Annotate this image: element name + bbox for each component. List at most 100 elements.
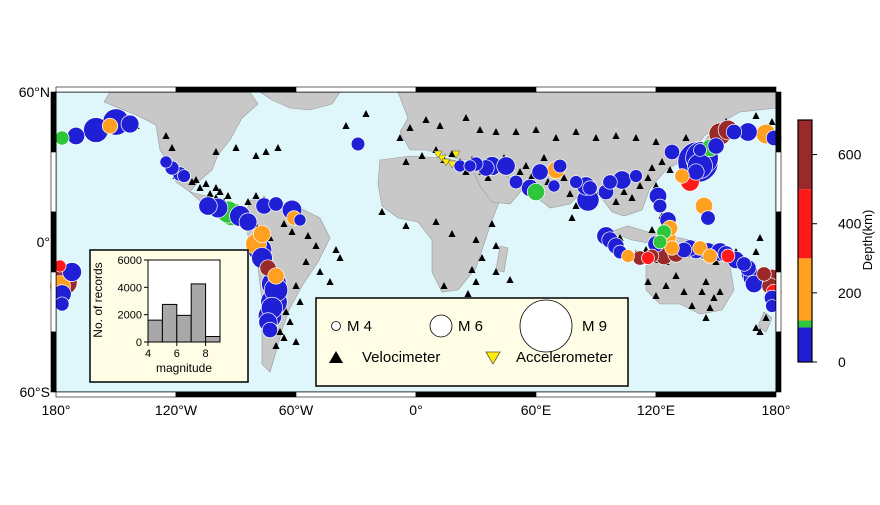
velocimeter-station bbox=[162, 132, 170, 139]
histogram-y-label: No. of records bbox=[91, 262, 105, 337]
frame-segment-top bbox=[655, 86, 777, 93]
frame-segment-bottom bbox=[55, 391, 177, 398]
colorbar-tick-label: 200 bbox=[838, 285, 862, 301]
histogram-bar bbox=[205, 336, 221, 343]
velocimeter-station bbox=[396, 134, 404, 141]
frame-segment-right bbox=[775, 271, 782, 333]
legend-accelerometer-label: Accelerometer bbox=[516, 349, 613, 366]
velocimeter-station bbox=[436, 122, 444, 129]
earthquake-event bbox=[496, 156, 516, 176]
velocimeter-station bbox=[706, 304, 714, 311]
earthquake-event bbox=[62, 262, 82, 282]
velocimeter-station bbox=[440, 282, 448, 289]
histogram-x-tick-label: 8 bbox=[203, 348, 209, 360]
colorbar-segment bbox=[798, 327, 812, 362]
accelerometer-stations bbox=[433, 150, 469, 171]
velocimeter-station bbox=[274, 144, 282, 151]
histogram-y-tick-label: 6000 bbox=[118, 255, 142, 267]
velocimeter-station bbox=[206, 190, 214, 197]
earthquake-event bbox=[101, 117, 119, 135]
lon-label-120w: 120°W bbox=[155, 402, 198, 418]
velocimeter-station bbox=[712, 258, 720, 265]
frame-segment-top bbox=[295, 86, 417, 93]
earthquake-event bbox=[66, 126, 86, 146]
velocimeter-station bbox=[168, 144, 176, 151]
legend-m9-label: M 9 bbox=[582, 318, 607, 335]
legend-velocimeter-label: Velocimeter bbox=[362, 349, 440, 366]
velocimeter-station bbox=[472, 278, 480, 285]
earthquake-event bbox=[652, 198, 668, 214]
velocimeter-station bbox=[512, 128, 520, 135]
histogram-y-tick-label: 2000 bbox=[118, 310, 142, 322]
earthquake-event bbox=[692, 240, 708, 256]
velocimeter-station bbox=[506, 276, 514, 283]
velocimeter-station bbox=[680, 288, 688, 295]
earthquake-event bbox=[664, 240, 680, 256]
histogram-x-label: magnitude bbox=[156, 361, 212, 375]
colorbar-outline bbox=[797, 119, 813, 363]
earthquake-event bbox=[582, 180, 598, 196]
velocimeter-station bbox=[522, 162, 530, 169]
lon-label-120e: 120°E bbox=[637, 402, 675, 418]
velocimeter-station bbox=[402, 158, 410, 165]
histogram-bar bbox=[190, 283, 207, 343]
velocimeter-station bbox=[752, 112, 760, 119]
velocimeter-station bbox=[304, 232, 312, 239]
earthquake-event bbox=[198, 196, 218, 216]
frame-segment-bottom bbox=[415, 391, 537, 398]
madagascar bbox=[495, 245, 509, 273]
velocimeter-station bbox=[196, 184, 204, 191]
histogram-x-tick-label: 4 bbox=[145, 348, 151, 360]
velocimeter-station bbox=[212, 148, 220, 155]
histogram-inset: 0 2000 4000 6000 4 6 8 No. of records magnitud… bbox=[89, 249, 249, 383]
colorbar-tick-label: 600 bbox=[838, 147, 862, 163]
world-map bbox=[49, 86, 783, 398]
lat-label-0: 0° bbox=[37, 234, 50, 250]
velocimeter-station bbox=[276, 328, 284, 335]
velocimeter-station bbox=[262, 148, 270, 155]
velocimeter-station bbox=[272, 342, 280, 349]
velocimeter-station bbox=[644, 174, 652, 181]
velocimeter-station bbox=[342, 122, 350, 129]
earthquake-event bbox=[508, 174, 524, 190]
frame-segment-left bbox=[50, 271, 57, 333]
velocimeter-station bbox=[422, 116, 430, 123]
velocimeter-station bbox=[568, 214, 576, 221]
velocimeter-station bbox=[540, 154, 548, 161]
earthquake-event bbox=[602, 174, 618, 190]
velocimeter-station bbox=[302, 258, 310, 265]
colorbar-ticks: 0 200 400 600 bbox=[812, 147, 862, 370]
earthquake-event bbox=[641, 251, 655, 265]
latitude-labels: 60°N 0° 60°S bbox=[19, 84, 50, 400]
velocimeter-station bbox=[532, 126, 540, 133]
velocimeter-station bbox=[252, 192, 260, 199]
velocimeter-station bbox=[628, 194, 636, 201]
velocimeter-station bbox=[362, 110, 370, 117]
legend-m4-label: M 4 bbox=[347, 318, 372, 335]
histogram-x-tick-label: 6 bbox=[174, 348, 180, 360]
velocimeter-station bbox=[288, 228, 296, 235]
earthquake-event bbox=[700, 210, 716, 226]
earthquake-event bbox=[687, 163, 705, 181]
velocimeter-station bbox=[336, 254, 344, 261]
velocimeter-triangle-icon bbox=[329, 351, 343, 363]
velocimeter-station bbox=[232, 144, 240, 151]
new-zealand bbox=[757, 311, 773, 333]
velocimeter-station bbox=[464, 290, 472, 297]
earthquake-event bbox=[120, 114, 140, 134]
velocimeter-station bbox=[216, 188, 224, 195]
earthquake-event bbox=[569, 175, 583, 189]
velocimeter-station bbox=[468, 266, 476, 273]
earthquake-event bbox=[552, 158, 568, 174]
histogram-y-tick-label: 0 bbox=[136, 337, 142, 349]
velocimeter-station bbox=[476, 126, 484, 133]
velocimeter-station bbox=[688, 302, 696, 309]
earthquake-event bbox=[293, 213, 307, 227]
velocimeter-station bbox=[768, 118, 776, 125]
frame-segment-left bbox=[50, 91, 57, 153]
earthquake-event bbox=[463, 159, 477, 173]
earthquake-event bbox=[268, 196, 284, 212]
lat-label-60s: 60°S bbox=[19, 384, 50, 400]
velocimeter-station bbox=[202, 180, 210, 187]
earthquake-event bbox=[54, 296, 70, 312]
